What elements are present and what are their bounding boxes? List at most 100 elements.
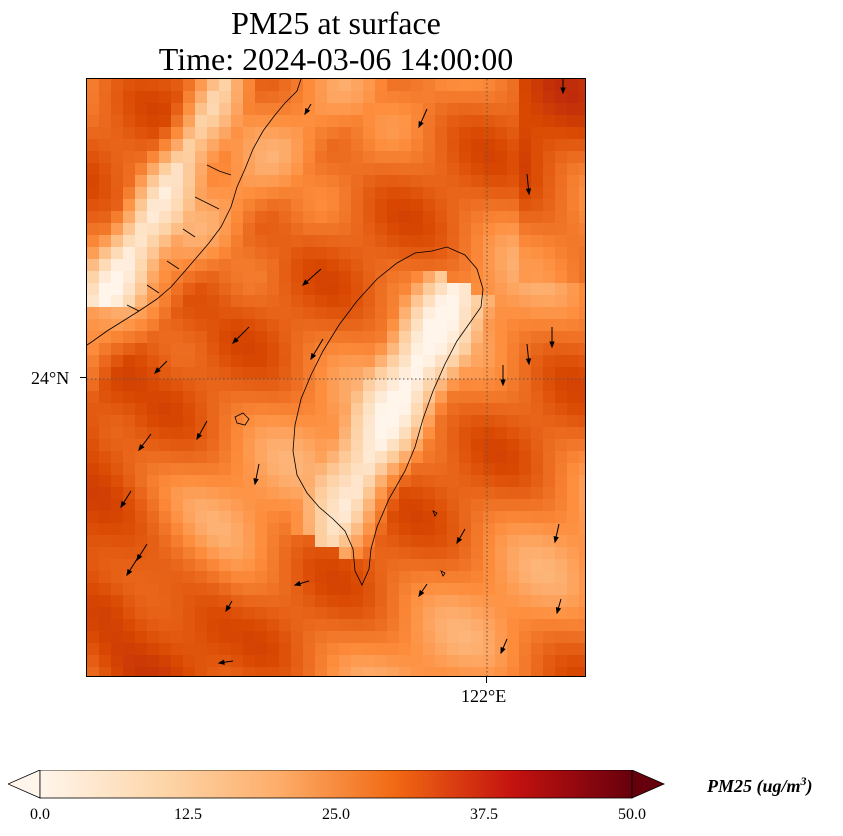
pm25-cell — [315, 331, 328, 344]
pm25-cell — [387, 487, 400, 500]
pm25-cell — [387, 607, 400, 620]
pm25-cell — [195, 535, 208, 548]
pm25-cell — [363, 187, 376, 200]
pm25-cell — [435, 103, 448, 116]
pm25-cell — [279, 391, 292, 404]
pm25-cell — [483, 139, 496, 152]
pm25-cell — [579, 331, 585, 344]
pm25-cell — [399, 223, 412, 236]
pm25-cell — [471, 211, 484, 224]
pm25-cell — [159, 139, 172, 152]
pm25-cell — [579, 535, 585, 548]
pm25-cell — [555, 91, 568, 104]
pm25-cell — [579, 439, 585, 452]
pm25-cell — [183, 139, 196, 152]
pm25-cell — [327, 271, 340, 284]
pm25-cell — [471, 199, 484, 212]
pm25-cell — [507, 79, 520, 92]
pm25-cell — [231, 355, 244, 368]
pm25-cell — [327, 631, 340, 644]
pm25-cell — [291, 463, 304, 476]
pm25-cell — [279, 559, 292, 572]
pm25-cell — [375, 247, 388, 260]
pm25-cell — [543, 571, 556, 584]
pm25-cell — [459, 151, 472, 164]
pm25-cell — [159, 487, 172, 500]
pm25-cell — [279, 343, 292, 356]
pm25-cell — [459, 103, 472, 116]
pm25-cell — [447, 487, 460, 500]
pm25-cell — [195, 379, 208, 392]
pm25-cell — [495, 199, 508, 212]
pm25-cell — [219, 367, 232, 380]
pm25-cell — [111, 403, 124, 416]
pm25-cell — [243, 583, 256, 596]
pm25-cell — [135, 283, 148, 296]
pm25-cell — [531, 259, 544, 272]
pm25-cell — [171, 535, 184, 548]
pm25-cell — [567, 511, 580, 524]
pm25-cell — [135, 139, 148, 152]
pm25-cell — [243, 319, 256, 332]
pm25-cell — [303, 343, 316, 356]
pm25-cell — [387, 211, 400, 224]
pm25-cell — [483, 667, 496, 676]
pm25-cell — [123, 535, 136, 548]
pm25-cell — [219, 127, 232, 140]
pm25-cell — [435, 175, 448, 188]
pm25-cell — [183, 427, 196, 440]
pm25-cell — [147, 655, 160, 668]
pm25-cell — [315, 667, 328, 676]
pm25-cell — [219, 535, 232, 548]
pm25-cell — [351, 631, 364, 644]
pm25-cell — [507, 199, 520, 212]
pm25-cell — [279, 427, 292, 440]
pm25-cell — [459, 223, 472, 236]
pm25-cell — [327, 547, 340, 560]
pm25-cell — [399, 343, 412, 356]
pm25-cell — [411, 379, 424, 392]
pm25-cell — [447, 103, 460, 116]
pm25-cell — [435, 655, 448, 668]
pm25-cell — [435, 475, 448, 488]
pm25-cell — [387, 643, 400, 656]
pm25-cell — [135, 355, 148, 368]
wind-vector-head — [553, 536, 559, 544]
pm25-cell — [291, 559, 304, 572]
pm25-cell — [195, 199, 208, 212]
pm25-cell — [519, 199, 532, 212]
pm25-cell — [339, 91, 352, 104]
pm25-cell — [255, 523, 268, 536]
pm25-cell — [339, 391, 352, 404]
pm25-cell — [495, 619, 508, 632]
pm25-cell — [327, 487, 340, 500]
pm25-cell — [231, 115, 244, 128]
pm25-cell — [255, 319, 268, 332]
pm25-cell — [507, 655, 520, 668]
pm25-cell — [231, 487, 244, 500]
pm25-cell — [123, 595, 136, 608]
pm25-cell — [519, 631, 532, 644]
pm25-cell — [507, 259, 520, 272]
map-gridlines — [87, 79, 585, 676]
pm25-cell — [159, 667, 172, 676]
pm25-cell — [99, 631, 112, 644]
pm25-cell — [327, 379, 340, 392]
pm25-cell — [519, 151, 532, 164]
pm25-cell — [375, 211, 388, 224]
pm25-cell — [507, 331, 520, 344]
pm25-cell — [99, 343, 112, 356]
pm25-cell — [519, 499, 532, 512]
pm25-cell — [159, 559, 172, 572]
pm25-cell — [507, 547, 520, 560]
pm25-cell — [207, 163, 220, 176]
pm25-cell — [495, 571, 508, 584]
pm25-cell — [111, 367, 124, 380]
pm25-cell — [87, 487, 100, 500]
pm25-cell — [567, 211, 580, 224]
pm25-cell — [87, 643, 100, 656]
pm25-cell — [387, 511, 400, 524]
pm25-cell — [219, 355, 232, 368]
pm25-cell — [399, 571, 412, 584]
pm25-cell — [219, 559, 232, 572]
